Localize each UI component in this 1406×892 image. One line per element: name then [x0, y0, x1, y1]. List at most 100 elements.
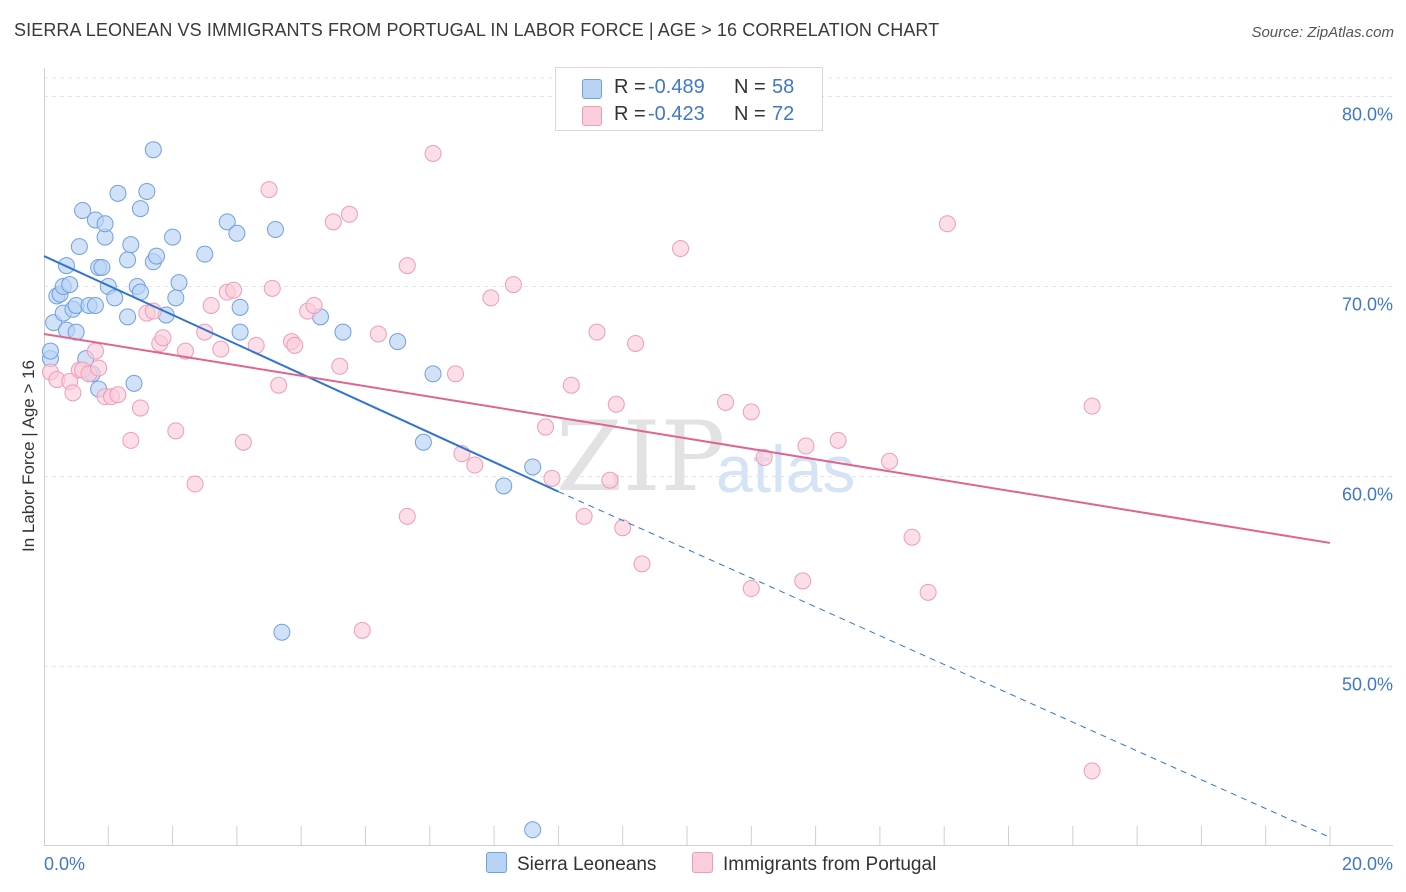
- point-portugal: [225, 281, 243, 299]
- bottom-legend-portugal: Immigrants from Portugal: [692, 852, 936, 876]
- point-portugal: [340, 205, 358, 223]
- legend-label: Sierra Leoneans: [517, 854, 657, 875]
- point-sierra-leonean: [70, 238, 88, 256]
- trend-line-portugal: [43, 332, 1331, 544]
- point-portugal: [919, 583, 937, 601]
- point-sierra-leonean: [61, 276, 79, 294]
- point-portugal: [601, 471, 619, 489]
- point-sierra-leonean: [164, 228, 182, 246]
- point-portugal: [263, 279, 281, 297]
- point-sierra-leonean: [228, 224, 246, 242]
- trend-line-sierra-leoneans: [43, 255, 559, 493]
- point-portugal: [794, 572, 812, 590]
- point-portugal: [588, 323, 606, 341]
- point-portugal: [176, 342, 194, 360]
- point-portugal: [504, 276, 522, 294]
- point-sierra-leonean: [334, 323, 352, 341]
- point-portugal: [537, 418, 555, 436]
- point-portugal: [64, 384, 82, 402]
- legend-r-label: R =: [614, 103, 646, 125]
- point-portugal: [633, 555, 651, 573]
- point-portugal: [86, 342, 104, 360]
- point-portugal: [881, 452, 899, 470]
- point-portugal: [131, 399, 149, 417]
- point-sierra-leonean: [524, 821, 542, 839]
- point-portugal: [398, 257, 416, 275]
- point-sierra-leonean: [96, 215, 114, 233]
- point-portugal: [797, 437, 815, 455]
- bottom-legend-sierra-leoneans: Sierra Leoneans: [486, 852, 656, 876]
- point-portugal: [324, 213, 342, 231]
- point-sierra-leonean: [273, 623, 291, 641]
- legend-swatch-pink: [582, 106, 602, 126]
- y-tick-label: 70.0%: [1342, 294, 1393, 314]
- point-sierra-leonean: [218, 213, 236, 231]
- point-sierra-leonean: [106, 289, 124, 307]
- point-sierra-leonean: [144, 141, 162, 159]
- legend-n-value: 58: [772, 76, 795, 98]
- point-portugal: [202, 296, 220, 314]
- point-portugal: [482, 289, 500, 307]
- point-portugal: [562, 376, 580, 394]
- point-portugal: [424, 144, 442, 162]
- point-sierra-leonean: [266, 220, 284, 238]
- legend-row-sierra-leoneans: R = -0.489 N = 58: [556, 76, 822, 102]
- point-sierra-leonean: [231, 323, 249, 341]
- point-portugal: [607, 395, 625, 413]
- source-credit: Source: ZipAtlas.com: [1251, 24, 1394, 41]
- point-portugal: [353, 621, 371, 639]
- point-sierra-leonean: [93, 258, 111, 276]
- legend-swatch-pink: [692, 852, 713, 873]
- legend-r-value: -0.489: [648, 76, 705, 98]
- y-tick-label: 80.0%: [1342, 104, 1393, 124]
- point-portugal: [90, 359, 108, 377]
- point-portugal: [212, 340, 230, 358]
- point-portugal: [614, 519, 632, 537]
- point-sierra-leonean: [170, 274, 188, 292]
- x-tick-label: 0.0%: [44, 854, 85, 874]
- point-sierra-leonean: [414, 433, 432, 451]
- point-sierra-leonean: [424, 365, 442, 383]
- trend-lines: [43, 255, 1331, 838]
- point-sierra-leonean: [74, 201, 92, 219]
- chart-title: SIERRA LEONEAN VS IMMIGRANTS FROM PORTUG…: [14, 20, 940, 40]
- point-sierra-leonean: [495, 477, 513, 495]
- point-portugal: [305, 296, 323, 314]
- x-tick-label: 20.0%: [1342, 854, 1393, 874]
- point-portugal: [109, 386, 127, 404]
- point-sierra-leonean: [86, 296, 104, 314]
- legend-n-value: 72: [772, 103, 795, 125]
- gridlines: [44, 77, 1393, 667]
- legend-n-label: N =: [734, 76, 766, 98]
- point-sierra-leonean: [196, 245, 214, 263]
- point-sierra-leonean: [231, 298, 249, 316]
- point-portugal: [398, 507, 416, 525]
- legend-label: Immigrants from Portugal: [723, 854, 937, 875]
- point-portugal: [122, 431, 140, 449]
- legend-swatch-blue: [486, 852, 507, 873]
- point-portugal: [286, 336, 304, 354]
- legend-r-label: R =: [614, 76, 646, 98]
- point-sierra-leonean: [41, 342, 59, 360]
- point-sierra-leonean: [119, 251, 137, 269]
- watermark: ZIP atlas: [556, 401, 855, 513]
- point-portugal: [186, 475, 204, 493]
- trend-line-sierra-leoneans-extrapolated: [558, 491, 1331, 838]
- point-portugal: [903, 528, 921, 546]
- point-portugal: [575, 507, 593, 525]
- point-portugal: [543, 469, 561, 487]
- x-tick-labels: 0.0% 20.0%: [44, 854, 1393, 874]
- point-portugal: [270, 376, 288, 394]
- point-portugal: [154, 329, 172, 347]
- point-sierra-leonean: [524, 458, 542, 476]
- stats-legend: R = -0.489 N = 58 R = -0.423 N = 72: [555, 67, 823, 131]
- point-sierra-leonean: [131, 200, 149, 218]
- y-tick-labels: 50.0% 60.0% 70.0% 80.0%: [1342, 104, 1393, 694]
- legend-n-label: N =: [734, 103, 766, 125]
- watermark-zip: ZIP: [556, 401, 725, 513]
- point-portugal: [742, 403, 760, 421]
- point-portugal: [234, 433, 252, 451]
- point-portugal: [742, 580, 760, 598]
- point-sierra-leonean: [389, 333, 407, 351]
